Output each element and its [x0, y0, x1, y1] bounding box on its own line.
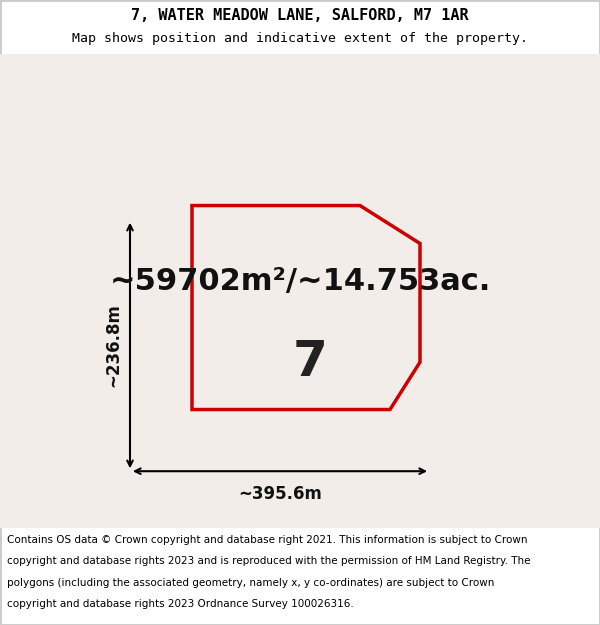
Text: ~395.6m: ~395.6m: [238, 485, 322, 503]
Text: copyright and database rights 2023 Ordnance Survey 100026316.: copyright and database rights 2023 Ordna…: [7, 599, 354, 609]
Text: polygons (including the associated geometry, namely x, y co-ordinates) are subje: polygons (including the associated geome…: [7, 578, 494, 587]
Text: ~236.8m: ~236.8m: [104, 304, 122, 388]
Text: ~59702m²/~14.753ac.: ~59702m²/~14.753ac.: [109, 267, 491, 296]
Text: 7: 7: [293, 338, 328, 386]
Text: Contains OS data © Crown copyright and database right 2021. This information is : Contains OS data © Crown copyright and d…: [7, 535, 528, 545]
Text: copyright and database rights 2023 and is reproduced with the permission of HM L: copyright and database rights 2023 and i…: [7, 556, 531, 566]
Text: 7, WATER MEADOW LANE, SALFORD, M7 1AR: 7, WATER MEADOW LANE, SALFORD, M7 1AR: [131, 8, 469, 22]
Text: Map shows position and indicative extent of the property.: Map shows position and indicative extent…: [72, 32, 528, 45]
